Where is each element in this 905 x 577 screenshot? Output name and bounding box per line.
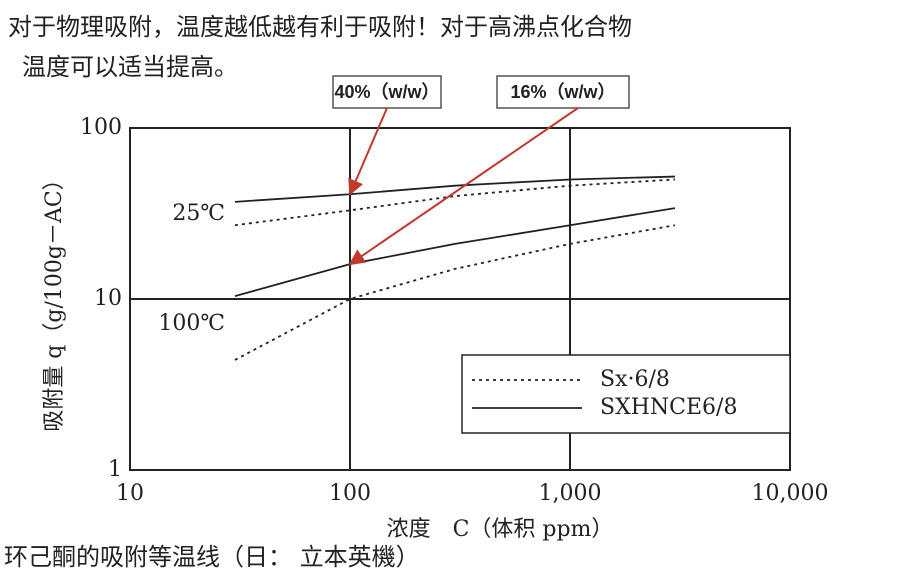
curve-label: 25℃ xyxy=(172,201,225,226)
annotation-box xyxy=(332,75,442,109)
x-axis-label: 浓度 C（体积 ppm） xyxy=(387,517,614,542)
y-tick-label: 100 xyxy=(80,115,122,140)
series-line xyxy=(234,175,675,203)
annotation-text: 16%（w/w） xyxy=(510,82,615,102)
y-tick-label: 10 xyxy=(94,286,122,311)
legend-box xyxy=(461,354,791,434)
x-tick-label: 10 xyxy=(116,481,144,506)
series-line xyxy=(234,224,676,361)
annotation-arrow xyxy=(348,107,579,265)
caption: 环己酮的吸附等温线（日： 立本英機） xyxy=(4,543,420,571)
x-tick-label: 1,000 xyxy=(539,481,602,506)
series-line xyxy=(234,207,676,297)
annotation-text: 40%（w/w） xyxy=(334,82,439,102)
legend-label: SXHNCE6/8 xyxy=(600,395,737,420)
series-line xyxy=(234,178,676,227)
x-tick-label: 100 xyxy=(329,481,371,506)
annotation-arrow xyxy=(348,107,388,196)
header-line: 温度可以适当提高。 xyxy=(22,53,238,81)
y-tick-label: 1 xyxy=(108,457,122,482)
curve-label: 100℃ xyxy=(158,311,225,336)
annotation-box xyxy=(496,75,630,109)
y-axis-label: 吸附量 q（g/100g－AC） xyxy=(42,168,67,431)
legend-label: Sx·6/8 xyxy=(600,367,670,392)
header-line: 对于物理吸附，温度越低越有利于吸附！对于高沸点化合物 xyxy=(8,13,632,41)
x-tick-label: 10,000 xyxy=(752,481,829,506)
